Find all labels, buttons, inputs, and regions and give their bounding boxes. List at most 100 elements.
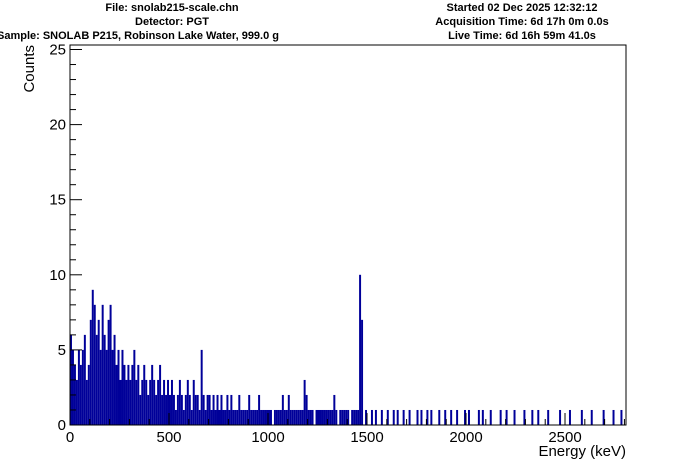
histogram-bin xyxy=(279,409,282,425)
histogram-bin xyxy=(430,409,433,425)
histogram-bin xyxy=(87,364,90,425)
histogram-bin xyxy=(216,394,219,425)
histogram-bin xyxy=(602,409,605,425)
histogram-bin xyxy=(244,409,247,425)
histogram-bin xyxy=(111,349,114,425)
histogram-bin xyxy=(190,409,193,425)
histogram-bin xyxy=(236,409,239,425)
histogram-bin xyxy=(172,394,175,425)
histogram-bin xyxy=(269,409,272,425)
histogram-bin xyxy=(121,349,124,425)
histogram-bin xyxy=(71,349,74,425)
histogram-bin xyxy=(180,394,183,425)
histogram-bin xyxy=(355,409,358,425)
histogram-bin xyxy=(127,364,130,425)
plot-frame xyxy=(69,44,627,426)
histogram-bin xyxy=(568,409,571,425)
sample-label: Sample: SNOLAB P215, Robinson Lake Water… xyxy=(0,30,280,42)
histogram-bin xyxy=(113,334,116,425)
histogram-bin xyxy=(612,409,615,425)
histogram-bin xyxy=(345,409,348,425)
histogram-bin xyxy=(256,409,259,425)
histogram-bin xyxy=(287,394,290,425)
histogram-bin xyxy=(153,379,156,425)
histogram-bin xyxy=(75,379,78,425)
histogram-bin xyxy=(523,409,526,425)
histogram-bin xyxy=(169,394,171,425)
histogram-bin xyxy=(226,394,229,425)
histogram-bin xyxy=(95,334,98,425)
histogram-bin xyxy=(321,409,324,425)
histogram-bin xyxy=(477,409,480,425)
histogram-bin xyxy=(301,409,304,425)
histogram-bin xyxy=(224,409,227,425)
histogram-bin xyxy=(283,409,286,425)
histogram-bin xyxy=(374,409,377,425)
histogram-bin xyxy=(339,409,342,425)
histogram-bin xyxy=(426,409,429,425)
histogram-bin xyxy=(359,274,362,425)
histogram-bin xyxy=(590,409,593,425)
acquisition-time-label: Acquisition Time: 6d 17h 0m 0.0s xyxy=(435,16,609,28)
histogram-bin xyxy=(260,409,263,425)
started-label: Started 02 Dec 2025 12:32:12 xyxy=(446,2,598,14)
histogram-bin xyxy=(402,409,405,425)
x-tick-label: 0 xyxy=(66,429,74,446)
x-tick-label: 1500 xyxy=(350,429,383,446)
histogram-bin xyxy=(319,409,322,425)
histogram-bin xyxy=(254,409,257,425)
x-tick-label: 1000 xyxy=(251,429,284,446)
histogram-bin xyxy=(157,379,160,425)
histogram-bin xyxy=(93,304,96,425)
histogram-bin xyxy=(210,409,213,425)
histogram-bin xyxy=(131,364,134,425)
histogram-bin xyxy=(392,409,395,425)
histogram-bin xyxy=(151,364,154,425)
file-label: File: snolab215-scale.chn xyxy=(105,2,239,14)
histogram-bin xyxy=(206,394,209,425)
x-axis-title: Energy (keV) xyxy=(538,443,626,460)
histogram-bin xyxy=(167,379,170,425)
histogram-bin xyxy=(77,349,80,425)
histogram-bin xyxy=(258,394,261,425)
histogram-bin xyxy=(161,394,164,425)
histogram-bin xyxy=(101,304,104,425)
histogram-bars xyxy=(70,274,623,425)
histogram-bin xyxy=(159,364,162,425)
histogram-bin xyxy=(79,364,82,425)
histogram-bin xyxy=(139,394,142,425)
histogram-bin xyxy=(212,394,215,425)
histogram-bin xyxy=(262,409,265,425)
histogram-bin xyxy=(281,394,284,425)
histogram-bin xyxy=(420,409,423,425)
histogram-bin xyxy=(228,409,231,425)
histogram-bin xyxy=(196,394,199,425)
histogram-bin xyxy=(119,379,122,425)
y-tick-label: 25 xyxy=(49,42,66,59)
histogram-bin xyxy=(81,349,84,425)
histogram-bin xyxy=(341,409,344,425)
histogram-bin xyxy=(444,409,447,425)
y-tick-label: 0 xyxy=(58,417,66,434)
histogram-bin xyxy=(182,409,185,425)
histogram-bin xyxy=(238,394,241,425)
histogram-bin xyxy=(559,409,562,425)
histogram-bin xyxy=(218,409,221,425)
histogram-bin xyxy=(289,409,292,425)
histogram-bin xyxy=(305,394,308,425)
histogram-bin xyxy=(505,409,508,425)
y-tick-label: 15 xyxy=(49,192,66,209)
histogram-bin xyxy=(299,409,302,425)
histogram-bin xyxy=(370,409,373,425)
histogram-bin xyxy=(325,409,328,425)
histogram-bin xyxy=(129,379,132,425)
histogram-bin xyxy=(361,319,364,425)
histogram-bin xyxy=(143,364,146,425)
histogram-bin xyxy=(188,394,191,425)
histogram-bin xyxy=(295,409,298,425)
histogram-bin xyxy=(620,409,623,425)
histogram-bin xyxy=(125,379,128,425)
histogram-bin xyxy=(416,409,419,425)
histogram-bin xyxy=(531,409,534,425)
